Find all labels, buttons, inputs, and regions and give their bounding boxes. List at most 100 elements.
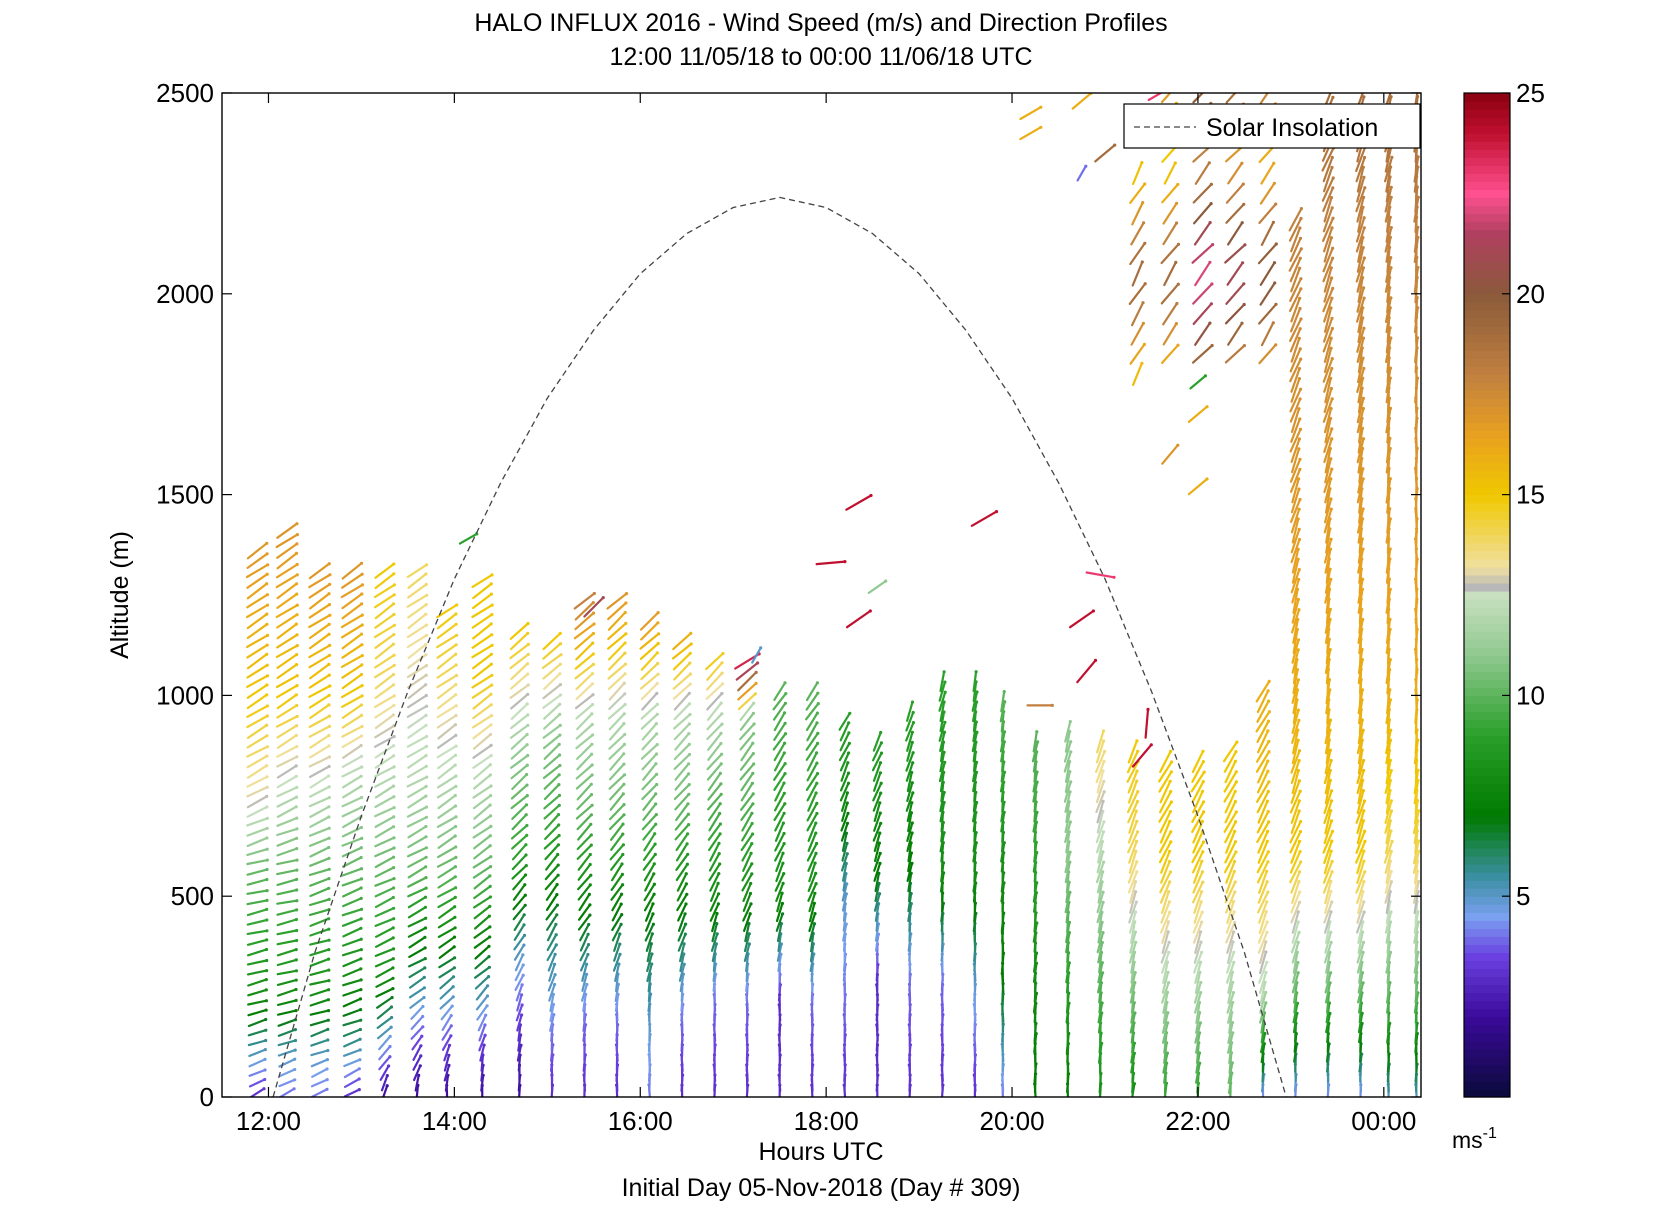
wind-barb-head <box>265 643 269 647</box>
wind-barb-head <box>1272 261 1277 265</box>
wind-barb <box>246 858 269 866</box>
wind-barb-head <box>488 834 492 838</box>
wind-barb <box>514 974 525 992</box>
wind-barb-head <box>1267 780 1271 784</box>
wind-barb-head <box>1136 749 1140 753</box>
wind-barb-head <box>686 812 691 816</box>
wind-barb-head <box>1330 839 1334 843</box>
colorbar-segment <box>1464 277 1510 287</box>
wind-barb-head <box>655 681 659 686</box>
colorbar-segment <box>1464 245 1510 255</box>
wind-barb <box>1291 678 1300 704</box>
wind-barb-head <box>751 771 755 776</box>
wind-barb-head <box>1329 758 1333 763</box>
wind-barb-head <box>391 602 396 606</box>
wind-barb <box>246 653 268 670</box>
wind-barb <box>808 892 817 913</box>
wind-barb-head <box>623 651 627 655</box>
wind-barb <box>1224 760 1237 784</box>
wind-barb-head <box>1165 1051 1169 1055</box>
wind-barb <box>1325 557 1331 584</box>
wind-barb-head <box>385 1074 389 1078</box>
wind-barb-head <box>360 583 364 587</box>
wind-barb-head <box>782 751 786 755</box>
wind-barb-head <box>589 813 594 817</box>
wind-barb-head <box>326 1048 330 1053</box>
wind-barb-head <box>1264 910 1268 914</box>
wind-barb-head <box>327 897 331 902</box>
wind-barb <box>511 843 528 861</box>
wind-barb-head <box>265 603 270 607</box>
wind-barb-head <box>1233 759 1237 763</box>
wind-barb <box>472 663 493 680</box>
wind-barb-head <box>623 662 628 666</box>
wind-barb <box>875 912 880 932</box>
wind-barb-head <box>558 642 563 646</box>
wind-barb-head <box>293 1078 297 1082</box>
wind-barb-head <box>1329 336 1333 340</box>
wind-barb <box>512 883 526 901</box>
wind-barb-head <box>526 753 530 758</box>
wind-barb-head <box>717 872 721 876</box>
wind-barb <box>407 683 427 700</box>
wind-barb <box>841 862 848 882</box>
wind-barb-head <box>1103 749 1107 754</box>
wind-barb-head <box>653 832 657 836</box>
wind-barb <box>1193 991 1202 1014</box>
wind-barb-head <box>520 993 524 997</box>
wind-barb-head <box>1168 910 1172 914</box>
wind-barb-head <box>390 995 394 1000</box>
wind-barb <box>1324 377 1332 404</box>
wind-barb <box>275 674 299 689</box>
wind-barb <box>544 843 560 861</box>
wind-barb <box>673 722 691 741</box>
wind-barb <box>410 1015 424 1031</box>
wind-barb-head <box>1200 890 1204 894</box>
wind-barb <box>1095 780 1105 804</box>
wind-barb-head <box>265 723 269 727</box>
wind-barb-head <box>1272 181 1276 185</box>
wind-barb-head <box>1297 577 1301 582</box>
wind-barb <box>1291 648 1300 674</box>
wind-barb-head <box>623 672 627 676</box>
wind-barb <box>1191 800 1205 824</box>
wind-barb <box>438 935 456 949</box>
wind-barb <box>1289 277 1303 302</box>
colorbar-segment <box>1464 285 1510 295</box>
wind-barb-head <box>487 975 491 979</box>
wind-barb <box>644 872 655 892</box>
wind-barb <box>473 844 492 860</box>
colorbar-segment <box>1464 197 1510 207</box>
wind-barb-head <box>780 891 784 895</box>
wind-barb <box>1128 282 1147 305</box>
wind-barb-head <box>424 824 428 829</box>
wind-barb <box>907 902 913 923</box>
wind-barb <box>1355 297 1366 323</box>
wind-barb-head <box>1329 507 1333 511</box>
wind-barb <box>608 651 627 671</box>
colorbar-segment <box>1464 984 1510 994</box>
wind-barb-head <box>1297 336 1301 340</box>
wind-barb <box>1288 317 1303 342</box>
wind-barb-head <box>1361 396 1365 400</box>
wind-barb-head <box>1361 437 1366 441</box>
wind-barb <box>341 734 363 749</box>
wind-barb-head <box>1389 880 1393 884</box>
wind-barb-head <box>359 713 364 718</box>
wind-barb-head <box>556 852 560 857</box>
wind-barb-head <box>587 892 592 897</box>
colorbar-segment <box>1464 839 1510 849</box>
wind-barb-head <box>1264 940 1268 944</box>
wind-barb <box>805 711 819 732</box>
wind-barb <box>246 593 269 609</box>
colorbar-segment <box>1464 101 1510 110</box>
colorbar-segment <box>1464 823 1510 833</box>
wind-barb <box>1147 93 1163 102</box>
wind-barb-head <box>1135 860 1139 864</box>
wind-barb <box>1257 800 1269 824</box>
wind-barb <box>543 703 561 720</box>
wind-barb-head <box>424 855 428 859</box>
wind-barb-head <box>1267 820 1271 824</box>
wind-barb-head <box>357 1088 361 1092</box>
